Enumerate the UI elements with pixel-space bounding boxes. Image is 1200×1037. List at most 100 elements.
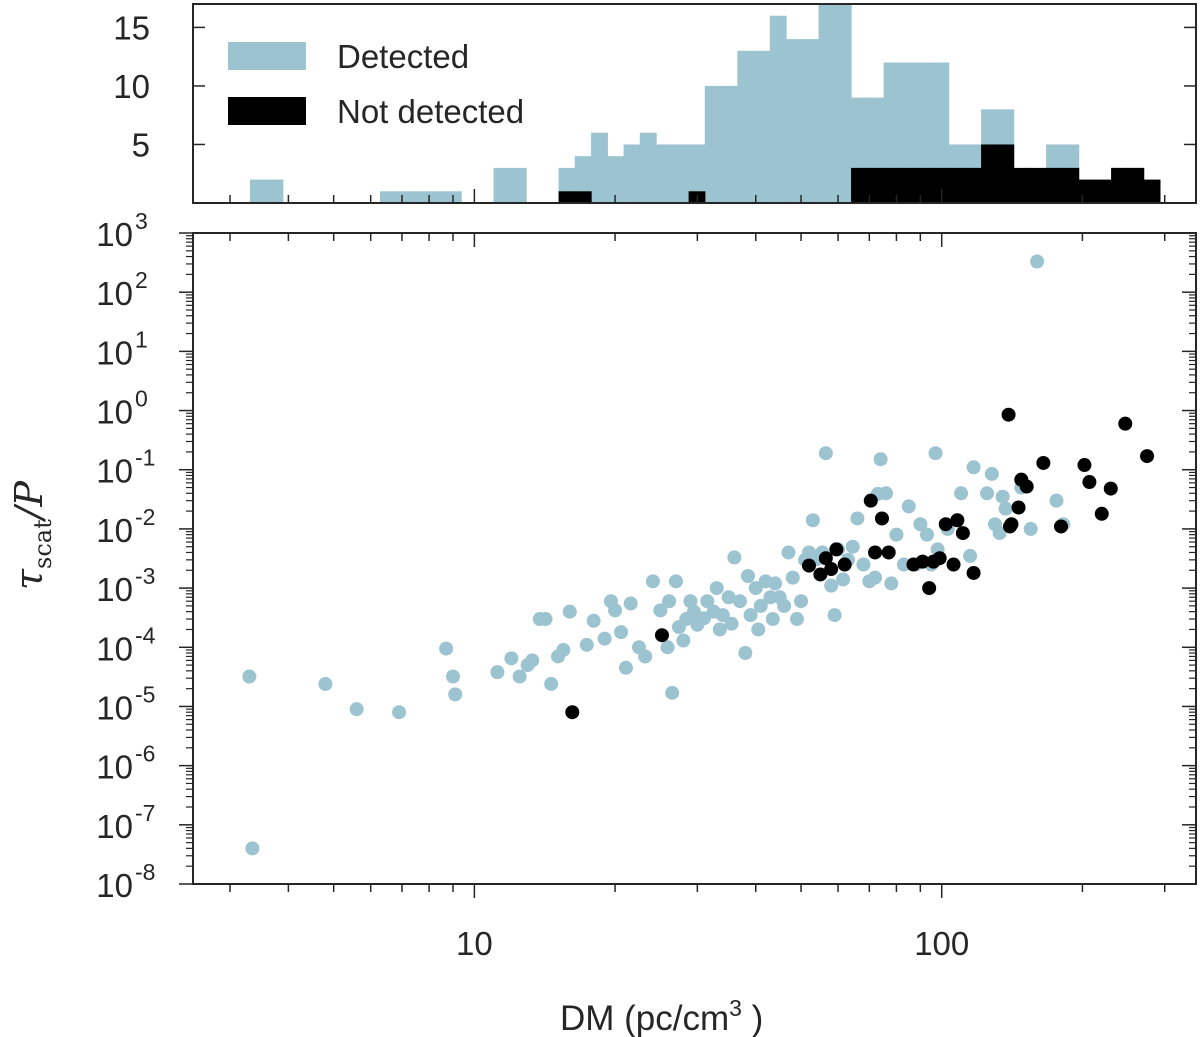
scatter-point-detected <box>901 499 916 514</box>
histogram-not-detected-bars <box>558 144 1161 203</box>
scatter-point-detected <box>998 501 1013 516</box>
scatter-point-detected <box>618 660 633 675</box>
scatter-point-detected <box>638 649 653 664</box>
histogram-bar-not_detected <box>1094 179 1112 203</box>
histogram-bar-detected <box>623 144 641 203</box>
scatter-point-detected <box>740 569 755 584</box>
histogram-bar-not_detected <box>1111 167 1128 203</box>
histogram-bar-detected <box>688 144 706 203</box>
histogram-bar-detected <box>786 39 803 203</box>
scatter-point-detected <box>562 604 577 619</box>
x-axis-label: DM (pc/cm3 ) <box>560 995 763 1037</box>
scatter-point-detected <box>785 570 800 585</box>
scatter-point-detected <box>919 527 934 542</box>
scatter-point-detected <box>850 511 865 526</box>
scatter-point-detected <box>727 550 742 565</box>
scatter-point-detected <box>242 669 257 684</box>
scatter-point-detected <box>928 446 943 461</box>
scatter-point-detected <box>966 460 981 475</box>
scatter-point-detected <box>963 548 978 563</box>
scatter-point-not_detected <box>881 545 896 560</box>
scatter-point-detected <box>653 603 668 618</box>
scatter-point-detected <box>721 590 736 605</box>
scatter-point-detected <box>984 466 999 481</box>
histogram-bar-detected <box>818 4 836 203</box>
histogram-x-ticks <box>229 189 1166 203</box>
scatter-point-detected <box>349 702 364 717</box>
histogram-bar-detected <box>737 50 755 203</box>
scatter-point-not_detected <box>829 542 844 557</box>
scatter-point-detected <box>845 539 860 554</box>
y-axis-label-rest: /P <box>7 479 51 523</box>
scatter-point-detected <box>777 598 792 613</box>
histogram-bar-not_detected <box>1029 167 1047 203</box>
scatter-point-detected <box>686 604 701 619</box>
histogram-bar-not_detected <box>899 167 917 203</box>
scatter-point-detected <box>794 594 809 609</box>
histogram-bar-not_detected <box>997 144 1015 203</box>
scatter-point-detected <box>544 676 559 691</box>
y-axis-label-tau: τ <box>7 568 51 590</box>
scatter-point-detected <box>668 574 683 589</box>
y-tick-label-exponent: -1 <box>135 445 155 471</box>
y-tick-label: 10 <box>96 334 133 371</box>
scatter-point-detected <box>245 841 260 856</box>
scatter-not-detected-points <box>565 407 1155 720</box>
y-tick-label: 10 <box>96 394 133 431</box>
y-tick-label: 10 <box>96 808 133 845</box>
y-tick-label-exponent: 3 <box>135 208 148 234</box>
scatter-point-not_detected <box>915 554 930 569</box>
y-tick-label-exponent: 2 <box>135 267 148 293</box>
y-tick-label-exponent: 0 <box>135 386 148 412</box>
scatter-point-not_detected <box>1118 416 1133 431</box>
histogram-panel: 5 10 15 Detected Not detected <box>113 3 1197 204</box>
scatter-point-detected <box>836 572 851 587</box>
scatter-point-detected <box>556 642 571 657</box>
histogram-bar-not_detected <box>916 167 933 203</box>
scatter-point-not_detected <box>955 526 970 541</box>
histogram-bar-not_detected <box>867 167 885 203</box>
scatter-point-detected <box>824 578 839 593</box>
scatter-point-not_detected <box>966 565 981 580</box>
y-tick-label: 10 <box>96 275 133 312</box>
y-tick-label: 10 <box>96 216 133 253</box>
scatter-point-detected <box>586 613 601 628</box>
y-tick-label-exponent: -4 <box>135 622 156 648</box>
y-tick-label-exponent: -6 <box>135 741 155 767</box>
histogram-bar-detected <box>802 39 820 203</box>
scatter-point-detected <box>525 653 540 668</box>
legend: Detected Not detected <box>228 38 524 130</box>
scatter-point-not_detected <box>565 705 580 720</box>
scatter-point-detected <box>879 486 894 501</box>
scatter-point-detected <box>579 637 594 652</box>
histogram-bar-detected <box>672 144 690 203</box>
scatter-point-detected <box>623 596 638 611</box>
histogram-bar-not_detected <box>1062 167 1080 203</box>
histogram-bar-detected <box>412 191 430 203</box>
legend-swatch-not-detected <box>228 97 306 125</box>
y-tick-label-exponent: -3 <box>135 563 155 589</box>
histogram-bar-not_detected <box>964 167 982 203</box>
scatter-point-detected <box>538 612 553 627</box>
histogram-y-tick-label: 5 <box>132 126 150 163</box>
y-tick-label: 10 <box>96 630 133 667</box>
scatter-point-detected <box>765 612 780 627</box>
scatter-point-not_detected <box>654 628 669 643</box>
histogram-bar-not_detected <box>558 191 576 203</box>
histogram-bar-not_detected <box>851 167 868 203</box>
scatter-point-detected <box>662 594 677 609</box>
y-tick-label-exponent: -7 <box>135 800 155 826</box>
scatter-point-detected <box>445 669 460 684</box>
histogram-bar-not_detected <box>1078 179 1096 203</box>
histogram-bar-not_detected <box>1046 167 1063 203</box>
histogram-bar-detected <box>656 144 673 203</box>
scatter-point-detected <box>868 570 883 585</box>
scatter-point-not_detected <box>874 511 889 526</box>
scatter-point-detected <box>789 612 804 627</box>
y-tick-label-exponent: -5 <box>135 681 155 707</box>
scatter-point-not_detected <box>938 517 953 532</box>
scatter-point-detected <box>738 646 753 661</box>
scatter-point-detected <box>732 594 747 609</box>
scatter-point-not_detected <box>1077 458 1092 473</box>
scatter-point-not_detected <box>1140 449 1155 464</box>
